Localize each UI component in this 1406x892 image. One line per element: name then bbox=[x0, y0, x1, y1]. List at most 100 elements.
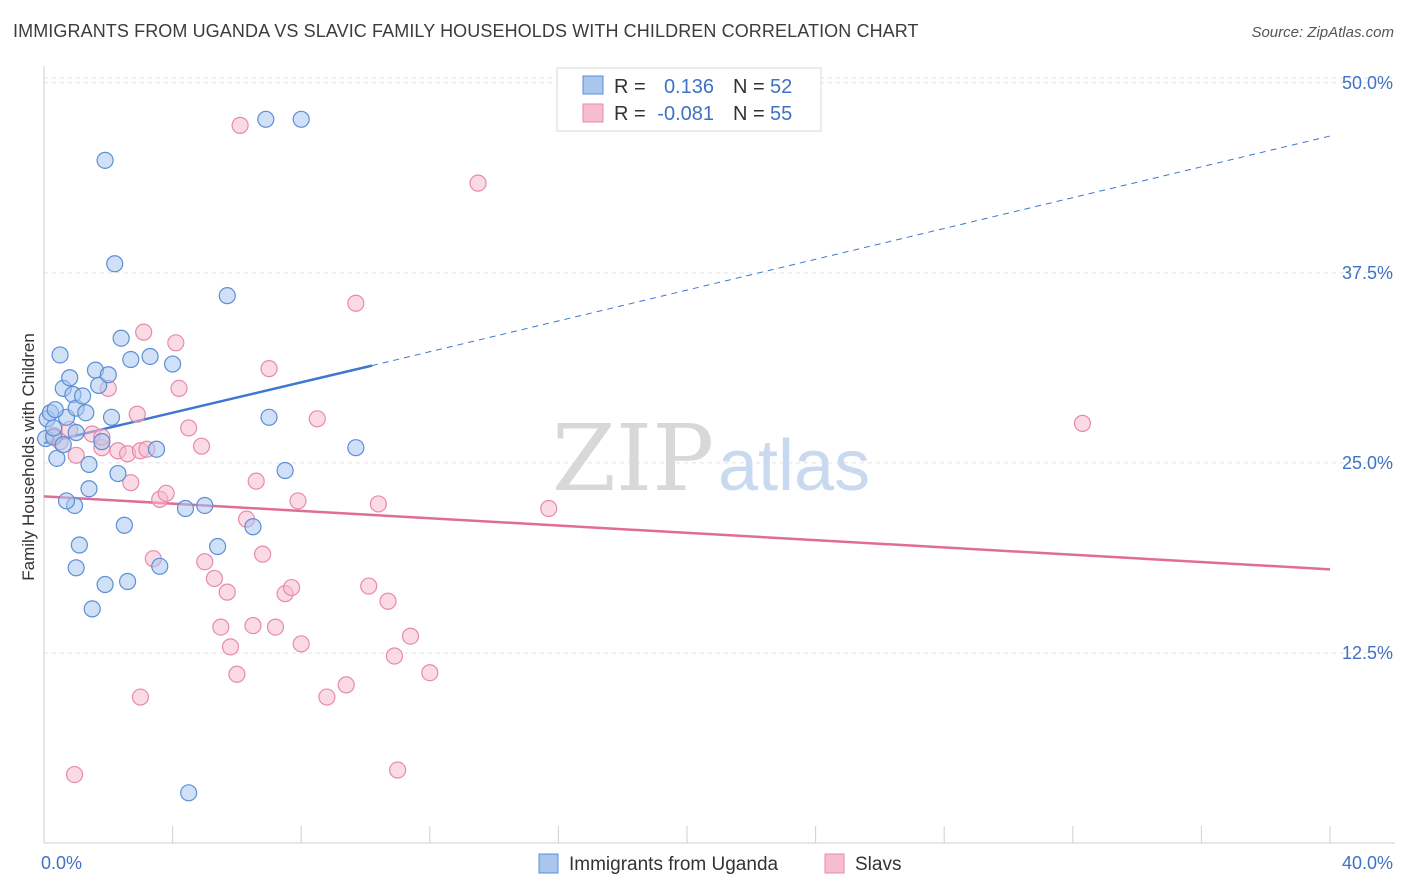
uganda-point bbox=[196, 496, 214, 515]
bottom-legend-label-uganda: Immigrants from Uganda bbox=[569, 854, 779, 875]
slavs-point bbox=[228, 665, 246, 683]
uganda-point bbox=[115, 516, 133, 534]
slavs-point bbox=[122, 474, 140, 492]
series-legend: Immigrants from Uganda Slavs bbox=[538, 853, 901, 875]
correlation-legend: R = 0.136 N = 52 R = -0.081 N = 55 bbox=[556, 67, 822, 132]
uganda-point bbox=[70, 536, 88, 554]
x-tick-label: 40.0% bbox=[1342, 853, 1393, 873]
chart-title: IMMIGRANTS FROM UGANDA VS SLAVIC FAMILY … bbox=[13, 21, 919, 41]
x-tick-label: 0.0% bbox=[41, 853, 82, 873]
uganda-point bbox=[54, 436, 72, 454]
watermark: ZIP atlas bbox=[552, 405, 870, 512]
slavs-point bbox=[379, 592, 397, 610]
bottom-legend-swatch-slavs bbox=[824, 853, 845, 874]
slavs-point bbox=[421, 664, 439, 682]
slavs-point bbox=[180, 419, 198, 437]
uganda-point bbox=[276, 461, 294, 480]
slavs-point bbox=[337, 676, 355, 694]
legend-r-label-slavs: R = bbox=[614, 103, 646, 125]
slavs-point bbox=[401, 627, 420, 645]
uganda-point bbox=[106, 255, 124, 273]
slavs-point bbox=[212, 618, 230, 636]
legend-n-value-slavs: 55 bbox=[770, 103, 792, 125]
slavs-point bbox=[1073, 414, 1092, 432]
legend-swatch-uganda bbox=[582, 75, 604, 95]
axes bbox=[43, 66, 1395, 844]
y-tick-label: 50.0% bbox=[1342, 73, 1393, 93]
data-points bbox=[37, 110, 1092, 802]
uganda-point bbox=[347, 439, 365, 457]
uganda-point bbox=[51, 346, 69, 364]
uganda-point bbox=[260, 408, 278, 426]
y-tick-label: 12.5% bbox=[1342, 643, 1393, 663]
slavs-point bbox=[289, 492, 307, 510]
slavs-point bbox=[128, 405, 146, 423]
slavs-point bbox=[369, 495, 387, 513]
slavs-point bbox=[385, 647, 404, 665]
slavs-point bbox=[67, 446, 85, 464]
slavs-point bbox=[131, 688, 150, 706]
slavs-point bbox=[170, 379, 188, 398]
slavs-point bbox=[247, 472, 265, 490]
uganda-point bbox=[83, 600, 101, 618]
slavs-point bbox=[192, 437, 211, 455]
slavs-point bbox=[308, 410, 326, 428]
uganda-point bbox=[80, 455, 98, 474]
legend-r-label-uganda: R = bbox=[614, 76, 646, 98]
legend-swatch-slavs bbox=[582, 103, 604, 123]
uganda-point bbox=[77, 404, 95, 422]
slavs-point bbox=[205, 569, 223, 588]
tick-labels: 12.5% 25.0% 37.5% 50.0% 0.0% 40.0% bbox=[41, 73, 1393, 873]
uganda-point bbox=[109, 464, 127, 483]
slavs-point bbox=[218, 583, 236, 601]
slavs-point bbox=[282, 578, 301, 597]
slavs-point bbox=[196, 553, 214, 571]
slavs-trend-line bbox=[43, 495, 1331, 571]
uganda-point bbox=[118, 572, 137, 591]
uganda-point bbox=[96, 151, 114, 169]
legend-n-value-uganda: 52 bbox=[770, 76, 792, 98]
slavs-point bbox=[254, 545, 272, 563]
uganda-point bbox=[141, 347, 159, 366]
bottom-legend-label-slavs: Slavs bbox=[855, 854, 901, 875]
slavs-point bbox=[260, 360, 278, 378]
uganda-point bbox=[93, 433, 111, 451]
slavs-point bbox=[135, 323, 153, 341]
legend-r-value-uganda: 0.136 bbox=[664, 76, 714, 98]
slavs-point bbox=[360, 577, 378, 595]
uganda-trend-extension bbox=[371, 135, 1331, 367]
uganda-point bbox=[61, 369, 79, 387]
uganda-point bbox=[67, 423, 85, 442]
bottom-legend-swatch-uganda bbox=[538, 853, 559, 874]
slavs-point bbox=[469, 174, 487, 192]
slavs-point bbox=[292, 635, 310, 653]
uganda-point bbox=[176, 499, 195, 518]
uganda-point bbox=[46, 401, 64, 419]
y-tick-label: 37.5% bbox=[1342, 263, 1393, 283]
uganda-point bbox=[209, 537, 227, 556]
slavs-point bbox=[65, 765, 84, 784]
uganda-point bbox=[67, 559, 85, 577]
slavs-point bbox=[231, 116, 249, 134]
uganda-point bbox=[257, 110, 275, 128]
y-tick-label: 25.0% bbox=[1342, 453, 1393, 473]
source-label: Source: ZipAtlas.com bbox=[1251, 24, 1394, 41]
uganda-point bbox=[122, 350, 140, 369]
uganda-point bbox=[292, 110, 310, 128]
watermark-zip: ZIP bbox=[552, 405, 714, 512]
slavs-point bbox=[157, 484, 175, 502]
grid-lines bbox=[44, 77, 1395, 654]
uganda-point bbox=[57, 492, 76, 510]
slavs-point bbox=[221, 638, 240, 656]
uganda-point bbox=[164, 355, 182, 373]
uganda-point bbox=[99, 366, 117, 384]
y-axis-title: Family Households with Children bbox=[19, 333, 38, 581]
uganda-point bbox=[102, 408, 121, 426]
uganda-point bbox=[90, 376, 108, 394]
watermark-atlas: atlas bbox=[718, 426, 870, 506]
uganda-point bbox=[244, 518, 262, 536]
uganda-point bbox=[180, 784, 198, 802]
legend-r-value-slavs: -0.081 bbox=[657, 103, 714, 125]
slavs-point bbox=[389, 761, 407, 779]
